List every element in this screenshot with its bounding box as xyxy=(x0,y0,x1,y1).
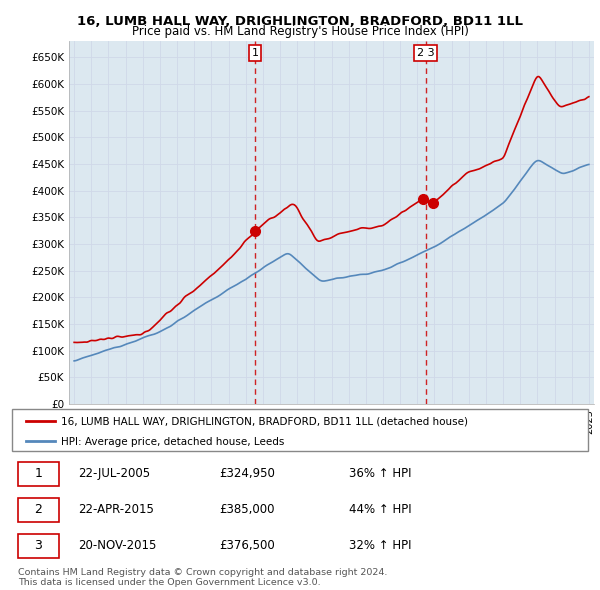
Text: 16, LUMB HALL WAY, DRIGHLINGTON, BRADFORD, BD11 1LL (detached house): 16, LUMB HALL WAY, DRIGHLINGTON, BRADFOR… xyxy=(61,417,468,427)
Text: 16, LUMB HALL WAY, DRIGHLINGTON, BRADFORD, BD11 1LL: 16, LUMB HALL WAY, DRIGHLINGTON, BRADFOR… xyxy=(77,15,523,28)
Text: 2 3: 2 3 xyxy=(417,48,434,58)
Text: 1: 1 xyxy=(251,48,259,58)
Text: Price paid vs. HM Land Registry's House Price Index (HPI): Price paid vs. HM Land Registry's House … xyxy=(131,25,469,38)
Text: £385,000: £385,000 xyxy=(220,503,275,516)
Text: 22-APR-2015: 22-APR-2015 xyxy=(78,503,154,516)
Text: £324,950: £324,950 xyxy=(220,467,275,480)
FancyBboxPatch shape xyxy=(12,409,588,451)
Text: 22-JUL-2005: 22-JUL-2005 xyxy=(78,467,151,480)
Text: 1: 1 xyxy=(35,467,43,480)
Text: 36% ↑ HPI: 36% ↑ HPI xyxy=(349,467,412,480)
Text: 32% ↑ HPI: 32% ↑ HPI xyxy=(349,539,412,552)
Text: 20-NOV-2015: 20-NOV-2015 xyxy=(78,539,157,552)
FancyBboxPatch shape xyxy=(18,462,59,486)
Text: HPI: Average price, detached house, Leeds: HPI: Average price, detached house, Leed… xyxy=(61,437,284,447)
Text: 2: 2 xyxy=(35,503,43,516)
FancyBboxPatch shape xyxy=(18,534,59,558)
Text: 3: 3 xyxy=(35,539,43,552)
Text: 44% ↑ HPI: 44% ↑ HPI xyxy=(349,503,412,516)
Text: Contains HM Land Registry data © Crown copyright and database right 2024.
This d: Contains HM Land Registry data © Crown c… xyxy=(18,568,388,587)
Text: £376,500: £376,500 xyxy=(220,539,275,552)
FancyBboxPatch shape xyxy=(18,498,59,522)
